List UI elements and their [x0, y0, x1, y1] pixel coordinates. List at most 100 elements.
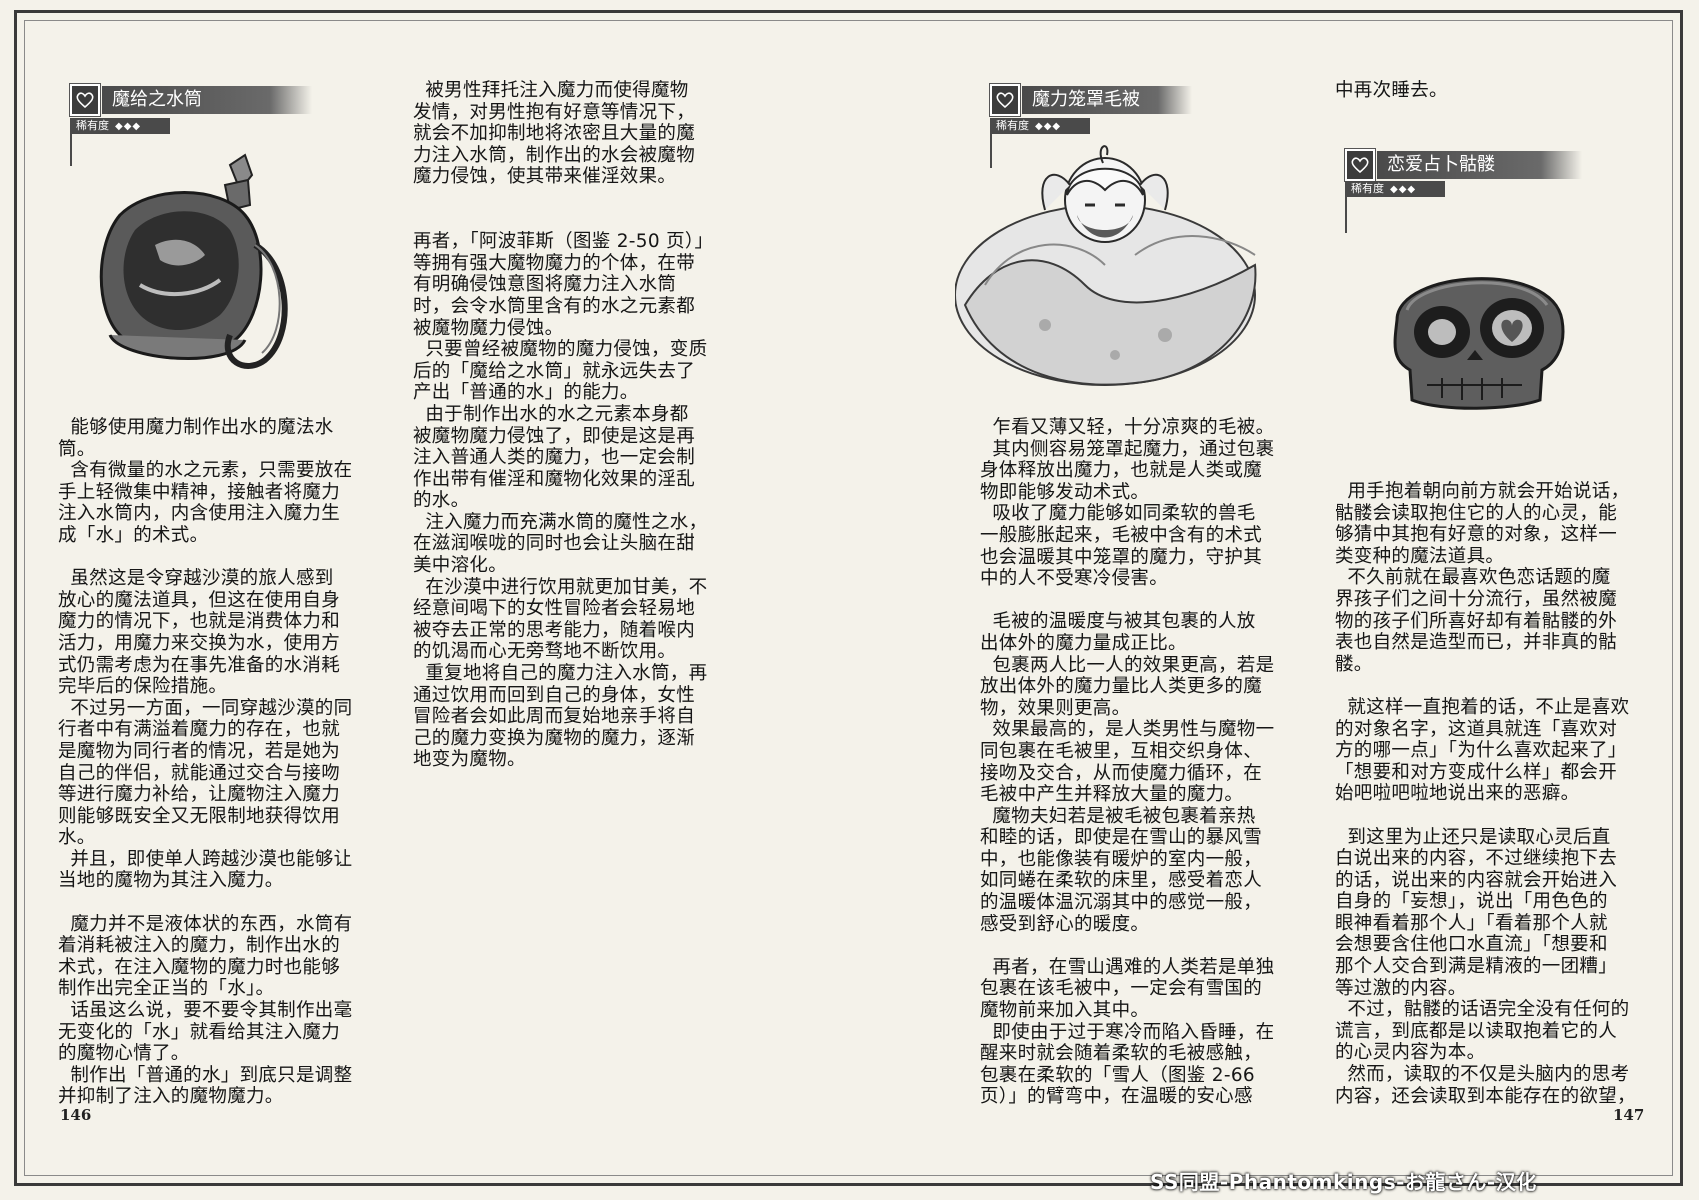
- heart-emblem-icon: [1344, 148, 1376, 182]
- text-line: 即使由于过于寒冷而陷入昏睡，在: [980, 1021, 1275, 1043]
- text-line: 着消耗被注入的魔力，制作出水的: [58, 935, 341, 957]
- text-line: 制作出完全正当的「水」。: [58, 978, 275, 1000]
- text-line: 通过饮用而回到自己的身体，女性: [413, 684, 696, 706]
- text-line: 含有微量的水之元素，只需要放在: [58, 460, 353, 482]
- text-column-4-top: 中再次睡去。: [1335, 80, 1645, 102]
- text-line: 「想要和对方变成什么样」都会开: [1335, 761, 1618, 783]
- text-line: 页）」的臂弯中，在温暖的安心感: [980, 1086, 1253, 1108]
- text-line: 也会温暖其中笼罩的魔力，守护其: [980, 546, 1263, 568]
- text-line: 就这样一直抱着的话，不止是喜欢: [1335, 696, 1630, 718]
- scanlation-watermark: SS同盟-Phantomkings-お龍さん-汉化: [1150, 1170, 1537, 1194]
- text-line: 完毕后的保险措施。: [58, 676, 228, 698]
- text-line: 的话，说出来的内容就会开始进入: [1335, 869, 1618, 891]
- text-line: 不过，骷髅的话语完全没有任何的: [1335, 999, 1630, 1021]
- text-line: 醒来时就会随着柔软的毛被感触，: [980, 1043, 1263, 1065]
- heart-emblem-icon: [989, 83, 1021, 117]
- text-line: 注入普通人类的魔力，也一定会制: [413, 447, 696, 469]
- text-line: 活力，用魔力来交换为水，使用方: [58, 632, 341, 654]
- text-line: 白说出来的内容，不过继续抱下去: [1335, 848, 1618, 870]
- text-line: 筒。: [58, 438, 96, 460]
- text-line: 并抑制了注入的魔物魔力。: [58, 1086, 284, 1108]
- text-line: 毛被中产生并释放大量的魔力。: [980, 784, 1244, 806]
- text-line: 由于制作出水的水之元素本身都: [413, 403, 689, 425]
- text-line: 被男性拜托注入魔力而使得魔物: [413, 80, 689, 101]
- text-line: 再者，「阿波菲斯（图鉴 2-50 页）」: [413, 209, 714, 253]
- text-line: 魔力侵蚀，使其带来催淫效果。: [413, 166, 677, 188]
- text-line: 等进行魔力补给，让魔物注入魔力: [58, 784, 341, 806]
- text-line: 式仍需考虑为在事先准备的水消耗: [58, 654, 341, 676]
- text-line: 再者，在雪山遇难的人类若是单独: [980, 956, 1275, 978]
- text-line: 被魔物魔力侵蚀。: [413, 317, 564, 339]
- text-line: 魔物前来加入其中。: [980, 1000, 1150, 1022]
- text-line: 手上轻微集中精神，接触者将魔力: [58, 481, 341, 503]
- item-title: 魔给之水筒: [102, 86, 312, 114]
- rarity-label: 稀有度 ◆◆◆: [70, 118, 170, 134]
- text-line: 不过另一方面，一同穿越沙漠的同: [58, 697, 353, 719]
- text-line: 身体释放出魔力，也就是人类或魔: [980, 460, 1263, 482]
- text-line: 虽然这是令穿越沙漠的旅人感到: [58, 568, 334, 590]
- text-line: 水。: [58, 827, 96, 849]
- paragraph-gap: [1335, 675, 1645, 697]
- text-line: 包裹在该毛被中，一定会有雪国的: [980, 978, 1263, 1000]
- text-line: 到这里为止还只是读取心灵后直: [1335, 826, 1611, 848]
- text-line: 当地的魔物为其注入魔力。: [58, 870, 284, 892]
- text-line: 毛被的温暖度与被其包裹的人放: [980, 611, 1256, 633]
- text-line: 在沙漠中进行饮用就更加甘美，不: [413, 576, 708, 598]
- item-title: 魔力笼罩毛被: [1022, 86, 1192, 114]
- text-line: 物即能够发动术式。: [980, 481, 1150, 503]
- text-column-4: 用手抱着朝向前方就会开始说话， 骷髅会读取抱住它的人的心灵，能 够猜中其抱有好意的对…: [1335, 481, 1645, 1107]
- text-line: 只要曾经被魔物的魔力侵蚀，变质: [413, 339, 708, 361]
- text-line: 就会不加抑制地将浓密且大量的魔: [413, 123, 696, 145]
- page-number-right: 147: [1613, 1106, 1645, 1124]
- text-line: 眼神看着那个人」「看着那个人就: [1335, 912, 1608, 934]
- text-line: 冒险者会如此周而复始地亲手将自: [413, 706, 696, 728]
- text-line: 中再次睡去。: [1335, 80, 1448, 101]
- rarity-diamonds: ◆◆◆: [115, 121, 142, 132]
- text-line: 其内侧容易笼罩起魔力，通过包裹: [980, 438, 1275, 460]
- text-line: 无变化的「水」就看给其注入魔力: [58, 1021, 341, 1043]
- text-line: 同包裹在毛被里，互相交织身体、: [980, 740, 1263, 762]
- text-line: 重复地将自己的魔力注入水筒，再: [413, 663, 708, 685]
- text-line: 在滋润喉咙的同时也会让头脑在甜: [413, 533, 696, 555]
- paragraph-gap: [1335, 805, 1645, 827]
- text-line: 够猜中其抱有好意的对象，这样一: [1335, 524, 1618, 546]
- text-line: 内容，还会读取到本能存在的欲望，: [1335, 1085, 1636, 1107]
- text-line: 吸收了魔力能够如同柔软的兽毛: [980, 503, 1256, 525]
- text-line: 是魔物为同行者的情况，若是她为: [58, 740, 341, 762]
- text-line: 始吧啦吧啦地说出来的恶癖。: [1335, 783, 1580, 805]
- text-line: 注入水筒内，内含使用注入魔力生: [58, 503, 341, 525]
- text-line: 中，也能像装有暖炉的室内一般，: [980, 848, 1263, 870]
- text-line: 力注入水筒，制作出的水会被魔物: [413, 144, 696, 166]
- text-line: 用手抱着朝向前方就会开始说话，: [1335, 481, 1630, 502]
- text-line: 的对象名字，这道具就连「喜欢对: [1335, 718, 1618, 740]
- text-line: 能够使用魔力制作出水的魔法水: [58, 417, 334, 438]
- text-line: 物，效果则更高。: [980, 697, 1131, 719]
- text-line: 美中溶化。: [413, 555, 508, 577]
- text-line: 包裹两人比一人的效果更高，若是: [980, 654, 1275, 676]
- text-line: 己的魔力变换为魔物的魔力，逐渐: [413, 727, 696, 749]
- item-header-love-skull: 恋爱占卜骷髅: [1344, 148, 1582, 182]
- rarity-text: 稀有度: [1351, 182, 1384, 195]
- text-line: 谎言，到底都是以读取抱着它的人: [1335, 1020, 1618, 1042]
- text-line: 骷髅会读取抱住它的人的心灵，能: [1335, 502, 1618, 524]
- text-line: 术式，在注入魔物的魔力时也能够: [58, 956, 341, 978]
- text-line: 后的「魔给之水筒」就永远失去了: [413, 360, 696, 382]
- rarity-label: 稀有度 ◆◆◆: [990, 118, 1090, 134]
- love-skull-illustration: [1393, 277, 1565, 410]
- text-line: 等拥有强大魔物魔力的个体，在带: [413, 252, 696, 274]
- paragraph-gap: [58, 547, 368, 569]
- text-line: 接吻及交合，从而使魔力循环，在: [980, 762, 1263, 784]
- water-flask-illustration: [99, 153, 288, 369]
- rarity-diamonds: ◆◆◆: [1035, 121, 1062, 132]
- text-line: 魔物夫妇若是被毛被包裹着亲热: [980, 805, 1256, 827]
- item-title: 恋爱占卜骷髅: [1377, 151, 1582, 179]
- text-line: 物的孩子们所喜好却有着骷髅的外: [1335, 610, 1618, 632]
- rarity-divider: [1345, 197, 1347, 233]
- text-line: 作出带有催淫和魔物化效果的淫乱: [413, 468, 696, 490]
- text-line: 中的人不受寒冷侵害。: [980, 568, 1169, 590]
- text-line: 等过激的内容。: [1335, 977, 1467, 999]
- text-line: 有明确侵蚀意图将魔力注入水筒: [413, 274, 677, 296]
- text-line: 被魔物魔力侵蚀了，即使是这是再: [413, 425, 696, 447]
- text-line: 则能够既安全又无限制地获得饮用: [58, 805, 341, 827]
